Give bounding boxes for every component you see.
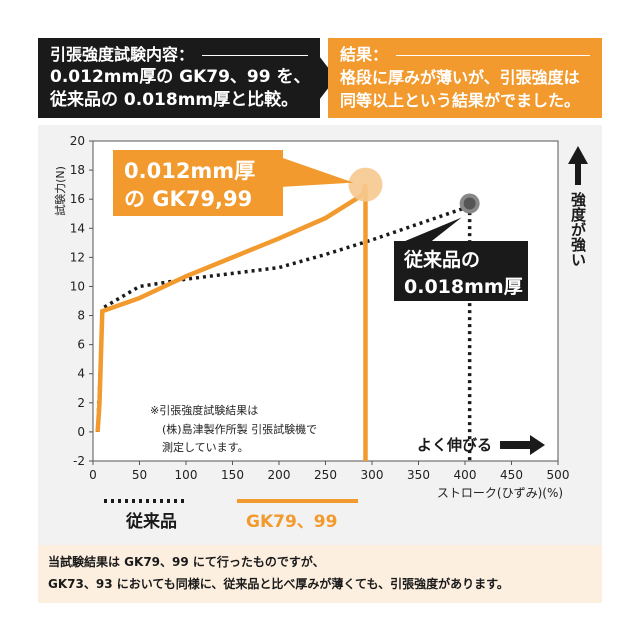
footer-note: 当試験結果は GK79、99 にて行ったものですが、 GK73、93 においても… [38, 545, 602, 603]
result-line-2: 同等以上という結果がでました。 [340, 91, 581, 110]
y-tick-label: 4 [77, 367, 85, 381]
x-tick-label: 450 [500, 468, 523, 482]
gk-callout [113, 150, 283, 216]
x-tick-label: 250 [314, 468, 337, 482]
arrow-up-icon [568, 146, 588, 164]
note-line3: 測定しています。 [162, 440, 249, 454]
x-tick-label: 400 [454, 468, 477, 482]
x-tick-label: 300 [361, 468, 384, 482]
test-description-box: 引張強度試験内容： 0.012mm厚の GK79、99 を、 従来品の 0.01… [38, 38, 320, 118]
gk-callout-pointer [280, 157, 354, 187]
test-line-1: 0.012mm厚の GK79、99 を、 [50, 67, 311, 87]
legend-label-gk: GK79、99 [246, 512, 337, 532]
x-axis-label: ストローク(ひずみ)(%) [437, 486, 563, 500]
conv-callout-pointer [398, 217, 462, 244]
result-line-1: 格段に厚みが薄いが、引張強度は [340, 68, 580, 87]
gk-callout-line1: 0.012mm厚 [124, 159, 255, 183]
x-tick-label: 200 [268, 468, 291, 482]
strength-label: 強度が強い [568, 146, 588, 267]
conv-callout-line2: 0.018mm厚 [404, 276, 523, 298]
strength-label-text: 強度が強い [569, 191, 587, 267]
arrow-right-icon [500, 435, 545, 455]
footer-line-1: 当試験結果は GK79、99 にて行ったものですが、 [48, 555, 325, 569]
result-box: 結果： 格段に厚みが薄いが、引張強度は 同等以上という結果がでました。 [328, 38, 602, 118]
x-tick-label: 100 [175, 468, 198, 482]
test-line-2: 従来品の 0.018mm厚と比較。 [50, 90, 299, 110]
y-tick-label: 20 [70, 134, 85, 148]
y-tick-label: 16 [70, 192, 85, 206]
y-tick-label: 10 [70, 279, 85, 293]
x-tick-label: 50 [132, 468, 147, 482]
arrow-up-shaft [575, 163, 581, 185]
y-tick-label: 6 [77, 338, 85, 352]
x-tick-label: 500 [547, 468, 570, 482]
y-axis-label: 試験力(N) [53, 166, 67, 216]
gk-callout-line2: の GK79,99 [124, 187, 252, 211]
title-rule [396, 54, 590, 56]
conventional-peak-marker [463, 197, 476, 210]
note-line2: (株)島津製作所製 引張試験機で [162, 422, 317, 436]
note-line1: ※引張強度試験結果は [150, 403, 258, 417]
y-tick-label: -2 [73, 454, 85, 468]
x-tick-label: 150 [221, 468, 244, 482]
x-tick-label: 0 [89, 468, 97, 482]
elongation-label: よく伸びる [417, 436, 492, 454]
y-tick-label: 8 [77, 309, 85, 323]
y-tick-label: 0 [77, 425, 85, 439]
x-tick-label: 350 [407, 468, 430, 482]
y-tick-label: 14 [70, 221, 85, 235]
conv-callout-line1: 従来品の [403, 248, 480, 271]
y-tick-label: 12 [70, 250, 85, 264]
series-layer [95, 167, 480, 461]
y-tick-label: 18 [70, 163, 85, 177]
title-rule [202, 54, 308, 56]
gk-peak-marker [348, 167, 383, 202]
conv-callout [394, 241, 528, 301]
test-title: 引張強度試験内容： [50, 45, 195, 64]
y-tick-label: 2 [77, 396, 85, 410]
result-title: 結果： [340, 45, 389, 64]
footer-line-2: GK73、93 においても同様に、従来品と比べ厚みが薄くても、引張強度があります… [48, 577, 509, 591]
legend-label-conventional: 従来品 [125, 511, 177, 532]
